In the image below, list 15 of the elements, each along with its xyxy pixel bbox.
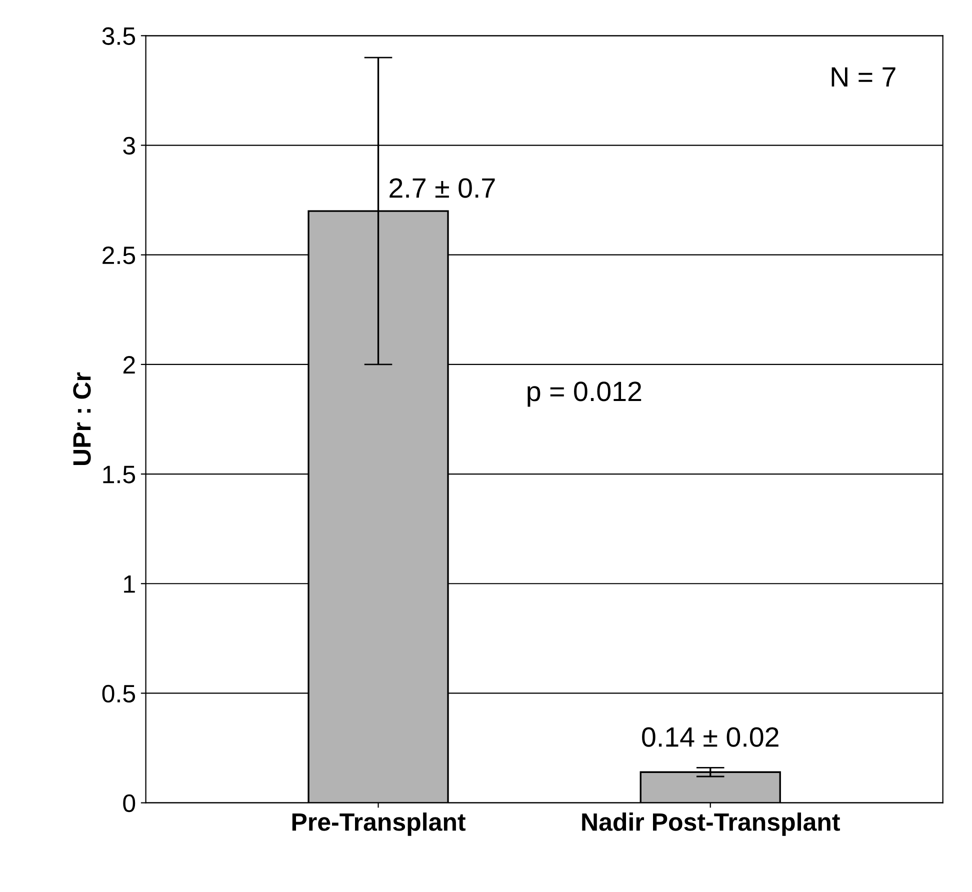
y-tick-label: 0.5	[102, 684, 136, 703]
x-tick-label: Nadir Post-Transplant	[582, 812, 840, 836]
y-tick-label: 2	[123, 356, 135, 374]
y-axis-title: UPr : Cr	[73, 372, 91, 465]
y-tick-label: 1.5	[103, 466, 136, 484]
annotation: N = 7	[832, 67, 896, 86]
annotation: p = 0.012	[528, 382, 642, 407]
y-tick-label: 0	[123, 794, 136, 812]
y-tick-label: 3	[123, 136, 135, 155]
y-tick-label: 3.5	[102, 27, 136, 45]
y-tick-label: 1	[124, 575, 135, 593]
data-label: 0.14 ± 0.02	[642, 727, 778, 747]
y-tick-label: 2.5	[102, 246, 136, 264]
x-tick-label: Pre-Transplant	[292, 812, 466, 836]
data-label: 2.7 ± 0.7	[390, 178, 495, 198]
